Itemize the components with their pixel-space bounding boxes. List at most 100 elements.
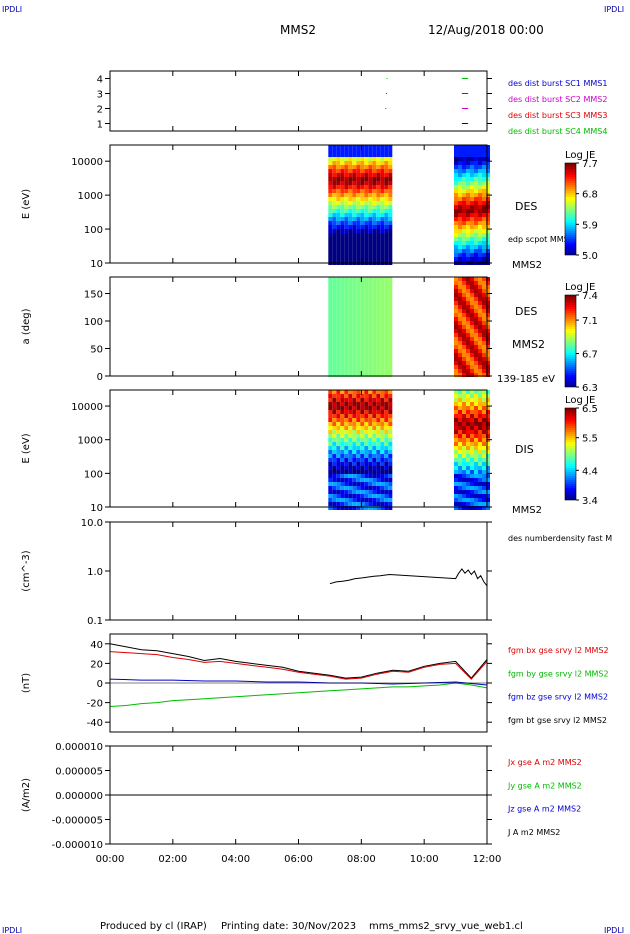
colorbar-cell — [565, 442, 576, 444]
heatmap-cell — [364, 486, 369, 490]
colorbar-cell — [565, 167, 576, 169]
heatmap-cell — [380, 466, 385, 470]
heatmap-cell — [482, 394, 486, 398]
heatmap-cell — [344, 293, 349, 297]
heatmap-cell — [462, 185, 466, 189]
heatmap-cell — [368, 293, 373, 297]
heatmap-cell — [348, 486, 353, 490]
heatmap-cell — [470, 353, 474, 357]
heatmap-cell — [466, 450, 470, 454]
heatmap-cell — [454, 446, 458, 450]
heatmap-cell — [388, 478, 393, 482]
heatmap-cell — [384, 193, 389, 197]
heatmap-cell — [478, 205, 482, 209]
heatmap-cell — [356, 285, 361, 289]
heatmap-cell — [458, 153, 462, 157]
heatmap-cell — [474, 357, 478, 361]
heatmap-cell — [356, 189, 361, 193]
heatmap-cell — [336, 365, 341, 369]
heatmap-cell — [368, 410, 373, 414]
heatmap-cell — [344, 201, 349, 205]
colorbar-cell — [565, 369, 576, 371]
heatmap-cell — [360, 185, 365, 189]
heatmap-cell — [388, 398, 393, 402]
heatmap-cell — [328, 390, 333, 394]
heatmap-cell — [384, 153, 389, 157]
heatmap-cell — [384, 197, 389, 201]
heatmap-cell — [462, 422, 466, 426]
heatmap-cell — [482, 442, 486, 446]
panel-frame — [109, 521, 488, 621]
heatmap-cell — [364, 149, 369, 153]
heatmap-cell — [384, 229, 389, 233]
heatmap-cell — [380, 165, 385, 169]
heatmap-cell — [364, 321, 369, 325]
heatmap-cell — [348, 201, 353, 205]
heatmap-cell — [466, 245, 470, 249]
heatmap-cell — [466, 333, 470, 337]
heatmap-cell — [328, 249, 333, 253]
heatmap-cell — [344, 486, 349, 490]
colorbar-cell — [565, 488, 576, 490]
heatmap-cell — [466, 470, 470, 474]
heatmap-cell — [352, 289, 357, 293]
heatmap-cell — [368, 394, 373, 398]
heatmap-cell — [372, 454, 377, 458]
heatmap-cell — [470, 430, 474, 434]
heatmap-cell — [482, 229, 486, 233]
heatmap-cell — [356, 249, 361, 253]
colorbar-frame — [564, 407, 577, 501]
heatmap-cell — [340, 478, 345, 482]
colorbar-cell — [565, 490, 576, 492]
heatmap-cell — [470, 426, 474, 430]
heatmap-cell — [356, 325, 361, 329]
heatmap-cell — [388, 482, 393, 486]
y-tick-label: 1000 — [78, 436, 103, 447]
colorbar-cell — [565, 438, 576, 440]
heatmap-cell — [470, 301, 474, 305]
heatmap-cell — [336, 478, 341, 482]
heatmap-cell — [328, 506, 333, 510]
heatmap-cell — [352, 205, 357, 209]
heatmap-cell — [364, 229, 369, 233]
heatmap-cell — [352, 410, 357, 414]
heatmap-cell — [380, 241, 385, 245]
heatmap-cell — [368, 321, 373, 325]
heatmap-cell — [478, 309, 482, 313]
heatmap-cell — [332, 482, 337, 486]
heatmap-cell — [360, 329, 365, 333]
heatmap-cell — [376, 410, 381, 414]
heatmap-cell — [486, 466, 490, 470]
heatmap-cell — [364, 426, 369, 430]
heatmap-cell — [388, 394, 393, 398]
heatmap-cell — [478, 257, 482, 261]
series-line-bx — [109, 651, 488, 680]
heatmap-cell — [368, 506, 373, 510]
heatmap-cell — [470, 205, 474, 209]
heatmap-cell — [478, 233, 482, 237]
heatmap-cell — [332, 470, 337, 474]
heatmap-cell — [388, 373, 393, 377]
heatmap-cell — [328, 221, 333, 225]
heatmap-cell — [328, 333, 333, 337]
heatmap-cell — [348, 277, 353, 281]
heatmap-cell — [372, 169, 377, 173]
heatmap-cell — [470, 317, 474, 321]
heatmap-cell — [340, 161, 345, 165]
heatmap-cell — [328, 430, 333, 434]
heatmap-cell — [466, 438, 470, 442]
heatmap-cell — [384, 317, 389, 321]
heatmap-cell — [360, 486, 365, 490]
heatmap-cell — [372, 398, 377, 402]
heatmap-cell — [470, 414, 474, 418]
heatmap-cell — [336, 345, 341, 349]
legend-entry: J A m2 MMS2 — [507, 828, 560, 837]
heatmap-cell — [364, 161, 369, 165]
heatmap-cell — [482, 357, 486, 361]
heatmap-cell — [478, 289, 482, 293]
heatmap-cell — [360, 237, 365, 241]
heatmap-cell — [372, 313, 377, 317]
heatmap-cell — [348, 325, 353, 329]
heatmap-cell — [368, 341, 373, 345]
heatmap-cell — [454, 153, 458, 157]
